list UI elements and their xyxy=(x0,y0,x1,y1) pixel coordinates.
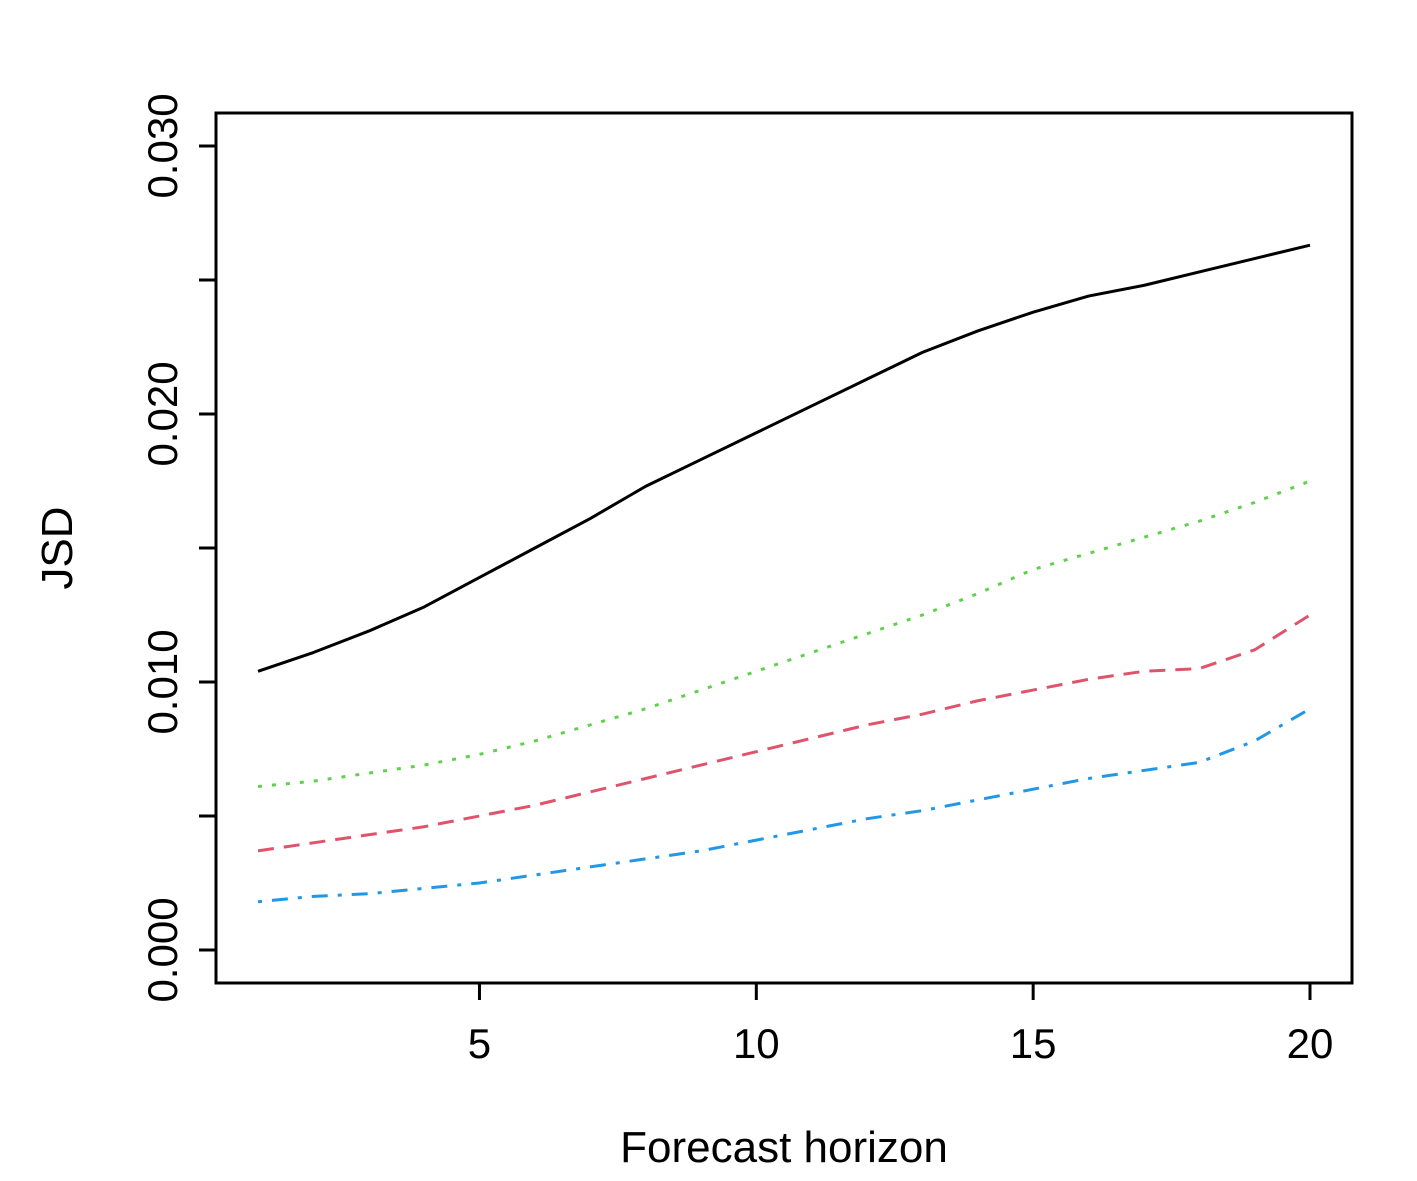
y-tick-label: 0.020 xyxy=(139,361,186,466)
x-axis-label: Forecast horizon xyxy=(620,1123,948,1172)
plot-frame xyxy=(214,111,1354,985)
series-layer xyxy=(257,243,1311,904)
x-tick-label: 10 xyxy=(733,1020,780,1067)
x-tick-label: 5 xyxy=(468,1020,491,1067)
series-line-4 xyxy=(257,707,1311,904)
y-tick-label: 0.030 xyxy=(139,93,186,198)
y-axis: 0.000 0.010 0.020 0.030 xyxy=(139,93,218,1003)
y-tick-label: 0.000 xyxy=(139,897,186,1002)
series-line-1 xyxy=(257,243,1311,673)
series-line-2 xyxy=(257,479,1311,789)
x-axis: 5 10 15 20 xyxy=(468,981,1334,1067)
y-tick-label: 0.010 xyxy=(139,629,186,734)
x-tick-label: 15 xyxy=(1010,1020,1057,1067)
y-axis-label: JSD xyxy=(33,506,82,589)
x-tick-label: 20 xyxy=(1287,1020,1334,1067)
series-line-3 xyxy=(257,613,1311,853)
